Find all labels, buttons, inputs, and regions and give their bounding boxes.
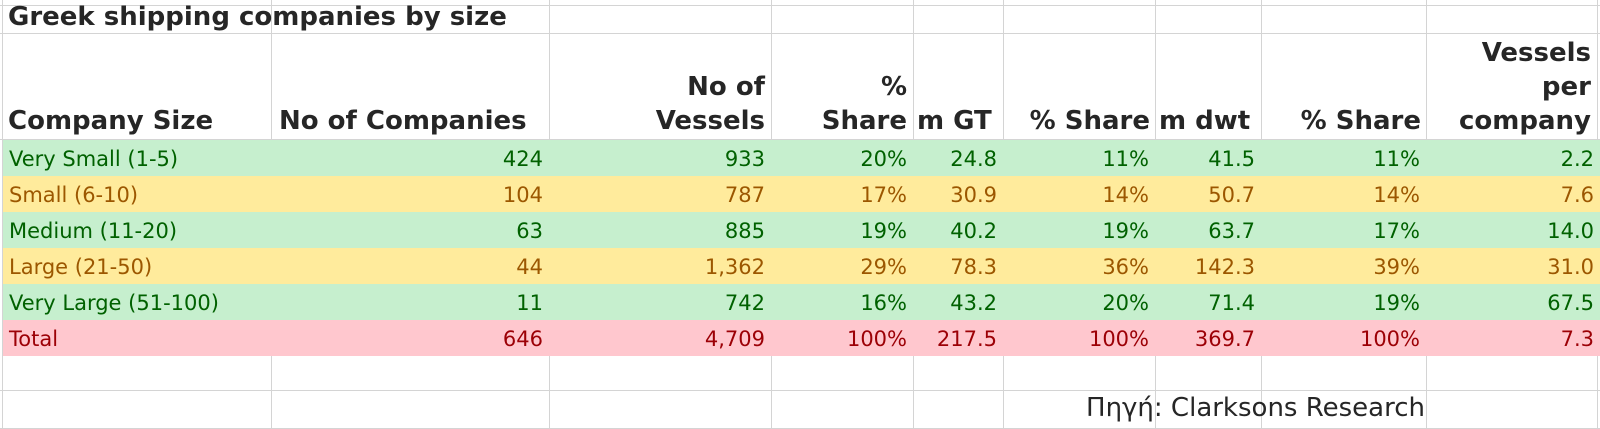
header-share-vessels-line1: %	[880, 72, 907, 102]
cell-share-dwt: 17%	[1373, 219, 1420, 243]
gridline	[0, 139, 1600, 140]
cell-share-vessels: 29%	[860, 255, 907, 279]
cell-share-gt: 19%	[1102, 219, 1149, 243]
cell-vessels: 4,709	[704, 327, 765, 351]
cell-dwt: 71.4	[1208, 291, 1255, 315]
cell-vessels: 933	[724, 147, 765, 171]
cell-dwt: 50.7	[1208, 183, 1255, 207]
header-no-of-vessels-line2: Vessels	[655, 106, 765, 136]
table-row: Very Large (51-100) 11 742 16% 43.2 20% 71.4 19…	[3, 284, 1600, 320]
cell-companies: 44	[516, 255, 543, 279]
cell-share-vessels: 16%	[860, 291, 907, 315]
cell-share-gt: 100%	[1088, 327, 1149, 351]
cell-per-company: 7.6	[1560, 183, 1594, 207]
cell-per-company: 31.0	[1547, 255, 1594, 279]
cell-label: Total	[9, 327, 59, 351]
header-share-dwt: % Share	[1300, 106, 1421, 136]
cell-gt: 24.8	[950, 147, 997, 171]
header-vessels-per-company-line1: Vessels	[1481, 38, 1591, 68]
cell-share-dwt: 19%	[1373, 291, 1420, 315]
header-share-vessels-line2: Share	[821, 106, 907, 136]
cell-vessels: 885	[724, 219, 765, 243]
cell-label: Medium (11-20)	[9, 219, 178, 243]
cell-share-vessels: 100%	[846, 327, 907, 351]
cell-label: Large (21-50)	[9, 255, 153, 279]
gridline	[0, 33, 1600, 34]
cell-gt: 78.3	[950, 255, 997, 279]
cell-companies: 424	[502, 147, 543, 171]
header-m-gt: m GT	[917, 106, 992, 136]
cell-dwt: 41.5	[1208, 147, 1255, 171]
cell-share-vessels: 19%	[860, 219, 907, 243]
gridline	[2, 0, 3, 429]
gridline	[0, 5, 1600, 6]
header-no-of-companies: No of Companies	[279, 106, 527, 136]
cell-dwt: 142.3	[1194, 255, 1255, 279]
cell-share-gt: 11%	[1102, 147, 1149, 171]
table-row: Small (6-10) 104 787 17% 30.9 14% 50.7 14% 7.6	[3, 176, 1600, 212]
cell-vessels: 787	[724, 183, 765, 207]
table-row: Medium (11-20) 63 885 19% 40.2 19% 63.7 17% 14.0	[3, 212, 1600, 248]
cell-vessels: 742	[724, 291, 765, 315]
cell-gt: 30.9	[950, 183, 997, 207]
cell-gt: 40.2	[950, 219, 997, 243]
table-title: Greek shipping companies by size	[8, 2, 507, 32]
table-row: Large (21-50) 44 1,362 29% 78.3 36% 142.3 39% 31…	[3, 248, 1600, 284]
cell-per-company: 2.2	[1560, 147, 1594, 171]
cell-per-company: 7.3	[1560, 327, 1594, 351]
cell-share-dwt: 39%	[1373, 255, 1420, 279]
cell-companies: 63	[516, 219, 543, 243]
cell-gt: 217.5	[936, 327, 997, 351]
header-share-gt: % Share	[1029, 106, 1150, 136]
cell-share-gt: 14%	[1102, 183, 1149, 207]
gridline	[0, 390, 1600, 391]
cell-vessels: 1,362	[704, 255, 765, 279]
header-no-of-vessels-line1: No of	[687, 72, 765, 102]
cell-label: Very Large (51-100)	[9, 291, 219, 315]
cell-per-company: 14.0	[1547, 219, 1594, 243]
header-company-size: Company Size	[8, 106, 214, 136]
header-vessels-per-company-line2: per	[1541, 72, 1591, 102]
cell-companies: 11	[516, 291, 543, 315]
cell-share-dwt: 11%	[1373, 147, 1420, 171]
cell-label: Small (6-10)	[9, 183, 139, 207]
cell-share-dwt: 100%	[1359, 327, 1420, 351]
cell-share-gt: 36%	[1102, 255, 1149, 279]
cell-label: Very Small (1-5)	[9, 147, 179, 171]
cell-share-vessels: 20%	[860, 147, 907, 171]
header-m-dwt: m dwt	[1159, 106, 1251, 136]
cell-companies: 104	[502, 183, 543, 207]
cell-dwt: 63.7	[1208, 219, 1255, 243]
cell-share-gt: 20%	[1102, 291, 1149, 315]
cell-dwt: 369.7	[1194, 327, 1255, 351]
cell-share-vessels: 17%	[860, 183, 907, 207]
cell-companies: 646	[502, 327, 543, 351]
source-note: Πηγή: Clarksons Research	[1086, 393, 1425, 423]
header-vessels-per-company-line3: company	[1459, 106, 1591, 136]
cell-gt: 43.2	[950, 291, 997, 315]
cell-per-company: 67.5	[1547, 291, 1594, 315]
total-row: Total 646 4,709 100% 217.5 100% 369.7 100% 7.3	[3, 320, 1600, 356]
table-row: Very Small (1-5) 424 933 20% 24.8 11% 41.5 11% 2…	[3, 140, 1600, 176]
cell-share-dwt: 14%	[1373, 183, 1420, 207]
